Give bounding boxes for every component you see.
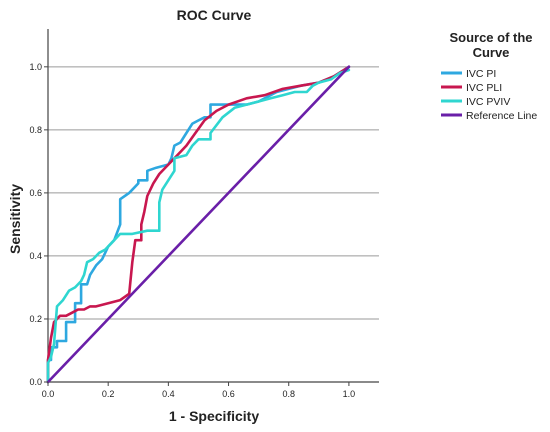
legend-title-line-1: Source of the: [449, 30, 532, 45]
y-tick-label-1: 0.2: [29, 314, 42, 324]
legend-label-ivc-pli: IVC PLI: [466, 82, 502, 94]
series-line-ivc-pli: [46, 65, 351, 384]
series-layer: [46, 65, 351, 384]
y-tick-label-2: 0.4: [29, 251, 42, 261]
series-line-ivc-pviv: [46, 68, 351, 384]
legend-items: IVC PI IVC PLI IVC PVIV Reference Line: [441, 68, 537, 122]
chart-title: ROC Curve: [177, 7, 252, 23]
x-tick-label-0: 0.0: [42, 389, 55, 399]
legend-label-ivc-pi: IVC PI: [466, 68, 496, 80]
series-line-ivc-pi: [46, 65, 351, 384]
tick-layer: 0.0 0.2 0.4 0.6 0.8 1.0 0.0 0.2 0.4 0.6 0.8 1.0: [29, 62, 355, 399]
y-tick-label-5: 1.0: [29, 62, 42, 72]
series-line-reference-line: [46, 65, 351, 384]
x-tick-label-2: 0.4: [162, 389, 175, 399]
legend-label-reference-line: Reference Line: [466, 110, 537, 122]
x-tick-label-1: 0.2: [102, 389, 115, 399]
y-tick-label-0: 0.0: [29, 377, 42, 387]
axes-layer: [47, 29, 379, 383]
y-tick-label-3: 0.6: [29, 188, 42, 198]
x-axis-title: 1 - Specificity: [169, 408, 259, 424]
legend: Source of the Curve IVC PI IVC PLI IVC PVI…: [441, 30, 537, 122]
y-tick-label-4: 0.8: [29, 125, 42, 135]
legend-title-line-2: Curve: [473, 45, 510, 60]
x-tick-label-3: 0.6: [222, 389, 235, 399]
x-tick-label-4: 0.8: [282, 389, 295, 399]
legend-label-ivc-pviv: IVC PVIV: [466, 96, 510, 108]
x-tick-label-5: 1.0: [343, 389, 356, 399]
y-axis-title: Sensitivity: [7, 184, 23, 254]
